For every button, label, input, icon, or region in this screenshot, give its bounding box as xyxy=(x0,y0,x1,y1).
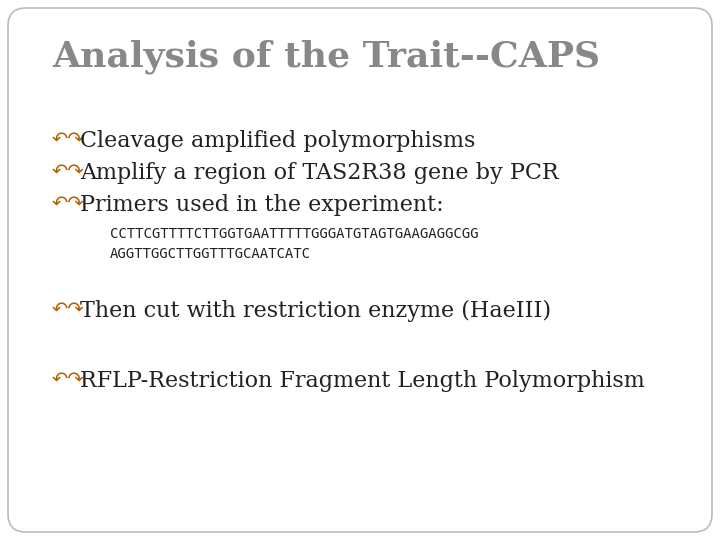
FancyBboxPatch shape xyxy=(8,8,712,532)
Text: Analysis of the Trait--CAPS: Analysis of the Trait--CAPS xyxy=(52,40,600,75)
Text: ↶↷: ↶↷ xyxy=(52,194,85,213)
Text: ↶↷: ↶↷ xyxy=(52,162,85,181)
Text: AGGTTGGCTTGGTTTGCAATCATC: AGGTTGGCTTGGTTTGCAATCATC xyxy=(110,247,311,261)
Text: Cleavage amplified polymorphisms: Cleavage amplified polymorphisms xyxy=(80,130,475,152)
Text: ↶↷: ↶↷ xyxy=(52,300,85,319)
Text: RFLP-Restriction Fragment Length Polymorphism: RFLP-Restriction Fragment Length Polymor… xyxy=(80,370,644,392)
Text: Then cut with restriction enzyme (HaeIII): Then cut with restriction enzyme (HaeIII… xyxy=(80,300,551,322)
Text: CCTTCGTTTTCTTGGTGAATTTTTGGGATGTAGTGAAGAGGCGG: CCTTCGTTTTCTTGGTGAATTTTTGGGATGTAGTGAAGAG… xyxy=(110,227,479,241)
Text: Primers used in the experiment:: Primers used in the experiment: xyxy=(80,194,444,216)
Text: Amplify a region of TAS2R38 gene by PCR: Amplify a region of TAS2R38 gene by PCR xyxy=(80,162,559,184)
Text: ↶↷: ↶↷ xyxy=(52,370,85,389)
Text: ↶↷: ↶↷ xyxy=(52,130,85,149)
